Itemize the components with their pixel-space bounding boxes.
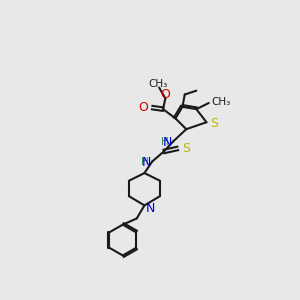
Text: CH₃: CH₃ xyxy=(149,79,168,89)
Text: S: S xyxy=(210,116,218,130)
Text: N: N xyxy=(142,156,152,169)
Text: N: N xyxy=(146,202,155,215)
Text: CH₃: CH₃ xyxy=(212,97,231,107)
Text: O: O xyxy=(160,88,170,101)
Text: O: O xyxy=(138,101,148,114)
Text: N: N xyxy=(163,136,172,149)
Text: H: H xyxy=(141,157,148,167)
Text: S: S xyxy=(182,142,190,155)
Text: H: H xyxy=(161,137,169,147)
